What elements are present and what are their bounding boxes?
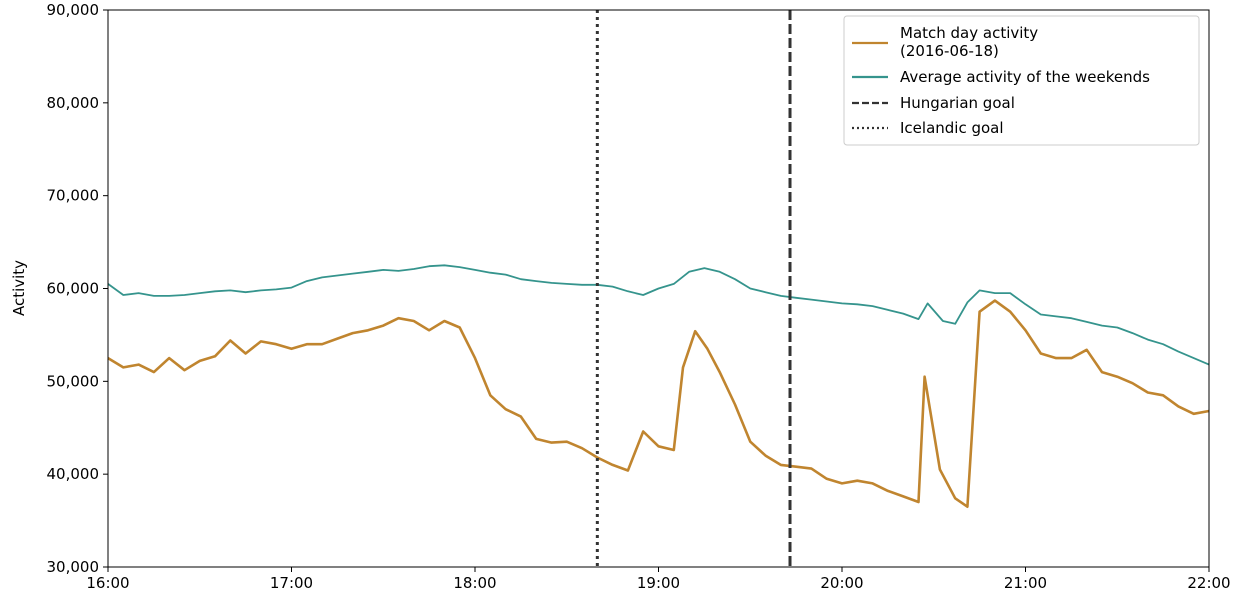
legend-label-match-day-line1: Match day activity xyxy=(900,24,1038,42)
y-tick-label: 70,000 xyxy=(47,187,100,205)
y-tick-label: 80,000 xyxy=(47,94,100,112)
series-line-weekend-average xyxy=(107,264,1210,366)
x-tick-label: 22:00 xyxy=(1187,574,1230,592)
x-tick-label: 21:00 xyxy=(1004,574,1047,592)
y-tick-label: 40,000 xyxy=(47,465,100,483)
legend-label-match-day-line2: (2016-06-18) xyxy=(900,42,999,60)
x-tick-label: 17:00 xyxy=(270,574,313,592)
y-tick-label: 30,000 xyxy=(47,558,100,576)
legend-label-match-day: Match day activity (2016-06-18) xyxy=(900,24,1043,60)
y-tick-label: 90,000 xyxy=(47,1,100,19)
y-tick-label: 50,000 xyxy=(47,372,100,390)
legend-box xyxy=(843,15,1200,146)
legend: Match day activity (2016-06-18) Average … xyxy=(843,15,1200,146)
goal-markers-group xyxy=(595,10,792,567)
x-tick-label: 19:00 xyxy=(637,574,680,592)
y-tick-label: 60,000 xyxy=(47,280,100,298)
series-line-match-day xyxy=(107,299,1210,509)
legend-label-hungarian-goal: Hungarian goal xyxy=(900,94,1015,112)
legend-label-icelandic-goal: Icelandic goal xyxy=(900,119,1004,137)
y-axis-label: Activity xyxy=(10,260,28,316)
x-tick-label: 16:00 xyxy=(86,574,129,592)
y-axis: 30,000 40,000 50,000 60,000 70,000 80,000 90,0… xyxy=(47,1,108,576)
plot-lines-group xyxy=(107,264,1210,509)
x-tick-label: 20:00 xyxy=(820,574,863,592)
x-tick-label: 18:00 xyxy=(453,574,496,592)
legend-label-weekend-average: Average activity of the weekends xyxy=(900,68,1150,86)
x-axis: 16:00 17:00 18:00 19:00 20:00 21:00 22:00 xyxy=(86,567,1231,592)
